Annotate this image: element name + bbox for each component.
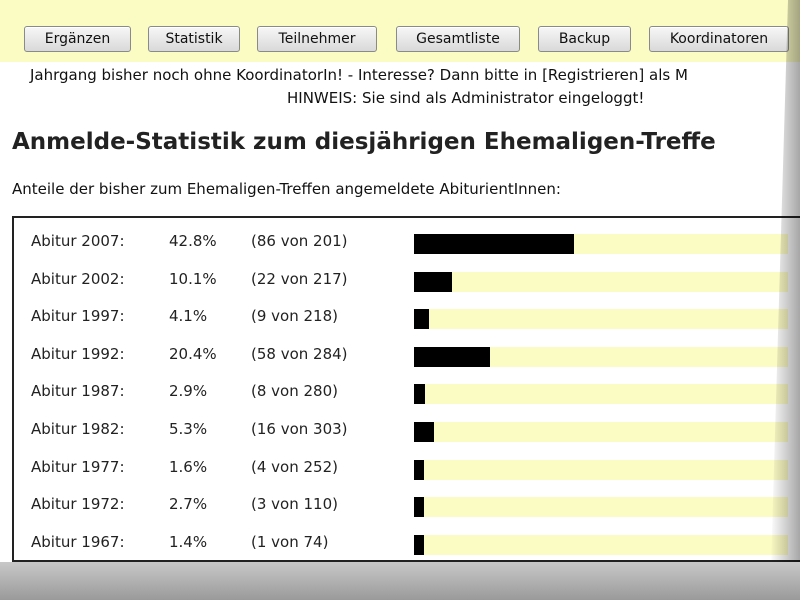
stat-count: (1 von 74) [251,532,329,551]
stat-percent: 4.1% [169,307,208,326]
stat-percent: 10.1% [169,269,217,288]
stat-year-label: Abitur 1992: [31,344,125,363]
stat-count: (86 von 201) [251,232,348,250]
stat-year-label: Abitur 1967: [31,532,125,551]
statistics-panel: Abitur 2007: 42.8% (86 von 201) Abitur 2002… [12,216,800,562]
admin-hint: HINWEIS: Sie sind als Administrator eing… [287,89,645,107]
stat-bar-fill [414,422,434,442]
stat-percent: 2.7% [169,495,208,514]
stat-row: Abitur 1977: 1.6% (4 von 252) [14,449,800,486]
stat-bar-track [414,346,788,367]
stat-count: (4 von 252) [251,457,338,476]
stat-percent: 1.6% [169,457,208,476]
stat-bar-track [414,459,788,480]
stat-percent: 20.4% [169,344,217,363]
stat-year-label: Abitur 2007: [31,232,125,250]
stat-year-label: Abitur 1972: [31,495,125,514]
stat-bar-track [414,422,788,442]
stat-percent: 1.4% [169,532,208,551]
stat-row: Abitur 1987: 2.9% (8 von 280) [14,373,800,410]
koordinatoren-button[interactable]: Koordinatoren [649,26,789,52]
stat-year-label: Abitur 1982: [31,420,125,438]
teilnehmer-button[interactable]: Teilnehmer [257,26,377,52]
stat-count: (58 von 284) [251,344,348,363]
statistik-button[interactable]: Statistik [148,26,240,52]
stat-year-label: Abitur 2002: [31,269,125,288]
stat-percent: 5.3% [169,420,208,438]
stat-bar-fill [414,459,424,480]
stat-row: Abitur 1992: 20.4% (58 von 284) [14,336,800,373]
stat-bar-fill [414,234,574,254]
toolbar: Ergänzen Statistik Teilnehmer Gesamtlist… [0,0,800,62]
stat-row: Abitur 1967: 1.4% (1 von 74) [14,524,800,561]
page-bottom-shadow [0,562,800,600]
stat-year-label: Abitur 1987: [31,382,125,401]
stat-bar-track [414,384,788,405]
stat-bar-track [414,309,788,330]
stat-bar-track [414,234,788,254]
stat-row: Abitur 1982: 5.3% (16 von 303) [14,411,800,448]
stat-count: (22 von 217) [251,269,348,288]
stat-bar-track [414,497,788,518]
stat-year-label: Abitur 1977: [31,457,125,476]
stat-bar-fill [414,384,425,405]
stat-bar-fill [414,346,490,367]
stat-count: (16 von 303) [251,420,348,438]
stat-count: (9 von 218) [251,307,338,326]
stat-bar-fill [414,534,424,555]
stat-percent: 42.8% [169,232,217,250]
stat-row: Abitur 2002: 10.1% (22 von 217) [14,261,800,298]
stat-row: Abitur 2007: 42.8% (86 von 201) [14,223,800,260]
stat-bar-track [414,271,788,292]
backup-button[interactable]: Backup [538,26,631,52]
page-title: Anmelde-Statistik zum diesjährigen Ehema… [12,129,716,155]
stat-bar-fill [414,271,452,292]
stat-year-label: Abitur 1997: [31,307,125,326]
stat-bar-fill [414,309,429,330]
stat-count: (8 von 280) [251,382,338,401]
stat-bar-track [414,534,788,555]
gesamtliste-button[interactable]: Gesamtliste [396,26,520,52]
page-subtitle: Anteile der bisher zum Ehemaligen-Treffe… [12,180,561,198]
stat-row: Abitur 1997: 4.1% (9 von 218) [14,298,800,335]
stat-bar-fill [414,497,424,518]
stat-row: Abitur 1972: 2.7% (3 von 110) [14,486,800,523]
coordinator-notice: Jahrgang bisher noch ohne KoordinatorIn!… [30,66,688,84]
stat-count: (3 von 110) [251,495,338,514]
stat-percent: 2.9% [169,382,208,401]
ergaenzen-button[interactable]: Ergänzen [24,26,131,52]
